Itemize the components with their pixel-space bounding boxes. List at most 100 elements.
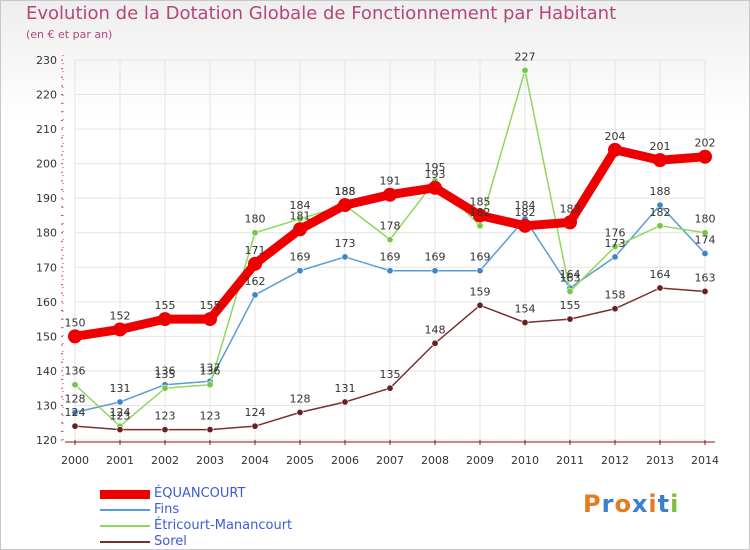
- data-label: 163: [560, 271, 581, 284]
- data-point: [251, 291, 259, 299]
- data-point: [68, 329, 82, 344]
- data-label: 191: [380, 175, 401, 188]
- y-tick-label: 130: [36, 399, 57, 412]
- data-point: [341, 398, 349, 406]
- logo-letter: i: [648, 490, 658, 518]
- data-point: [701, 287, 709, 295]
- x-tick-label: 2006: [331, 454, 359, 467]
- data-point: [161, 426, 169, 434]
- data-label: 202: [695, 137, 716, 150]
- x-tick-label: 2009: [466, 454, 494, 467]
- data-label: 169: [380, 251, 401, 264]
- data-point: [158, 312, 172, 327]
- data-point: [521, 66, 529, 74]
- data-point: [431, 339, 439, 347]
- data-point: [116, 426, 124, 434]
- data-label: 169: [470, 251, 491, 264]
- data-point: [608, 142, 622, 157]
- data-point: [698, 149, 712, 164]
- data-point: [296, 408, 304, 416]
- y-tick-label: 150: [36, 330, 57, 343]
- data-point: [431, 267, 439, 275]
- y-tick-label: 170: [36, 261, 57, 274]
- logo-letter: i: [670, 490, 680, 518]
- data-label: 131: [110, 382, 131, 395]
- data-point: [116, 398, 124, 406]
- logo-letter: x: [631, 490, 649, 518]
- data-label: 124: [245, 406, 266, 419]
- data-label: 181: [290, 209, 311, 222]
- data-label: 182: [515, 206, 536, 219]
- data-point: [476, 301, 484, 309]
- data-point: [656, 201, 664, 209]
- data-label: 185: [470, 195, 491, 208]
- data-label: 164: [560, 268, 581, 281]
- data-label: 152: [110, 309, 131, 322]
- data-label: 180: [245, 213, 266, 226]
- data-label: 188: [650, 185, 671, 198]
- data-label: 182: [470, 206, 491, 219]
- data-point: [248, 256, 262, 271]
- proxiti-logo: Proxiti: [583, 490, 679, 518]
- data-point: [386, 384, 394, 392]
- data-label: 174: [695, 233, 716, 246]
- logo-letter: P: [583, 490, 602, 518]
- y-tick-label: 140: [36, 365, 57, 378]
- data-point: [518, 218, 532, 233]
- legend-swatch: [100, 489, 150, 499]
- data-point: [611, 305, 619, 313]
- data-point: [383, 187, 397, 202]
- x-tick-label: 2000: [61, 454, 89, 467]
- data-point: [206, 381, 214, 389]
- logo-letter: t: [657, 490, 671, 518]
- data-label: 123: [200, 410, 221, 423]
- data-point: [563, 215, 577, 230]
- data-label: 150: [65, 316, 86, 329]
- x-tick-label: 2007: [376, 454, 404, 467]
- data-label: 124: [110, 406, 131, 419]
- x-tick-label: 2005: [286, 454, 314, 467]
- data-point: [296, 215, 304, 223]
- x-tick-label: 2003: [196, 454, 224, 467]
- logo-letter: o: [614, 490, 632, 518]
- y-tick-label: 160: [36, 296, 57, 309]
- legend-label: ÉQUANCOURT: [154, 486, 246, 501]
- data-label: 128: [290, 392, 311, 405]
- legend-swatch: [100, 525, 150, 527]
- data-label: 201: [650, 140, 671, 153]
- data-point: [341, 253, 349, 261]
- data-label: 155: [200, 299, 221, 312]
- axes: 120 130 140 150 160 170 180 190 200 210 220 230 2000…: [36, 54, 719, 467]
- legend-label: Sorel: [154, 534, 187, 549]
- data-label: 162: [245, 275, 266, 288]
- data-label: 173: [335, 237, 356, 250]
- x-tick-label: 2004: [241, 454, 269, 467]
- data-label: 183: [560, 202, 581, 215]
- y-tick-label: 180: [36, 227, 57, 240]
- data-label: 180: [695, 213, 716, 226]
- data-label: 137: [200, 361, 221, 374]
- data-label: 163: [695, 271, 716, 284]
- data-point: [701, 249, 709, 257]
- legend-label: Fins: [154, 502, 180, 517]
- data-label: 193: [425, 168, 446, 181]
- data-point: [656, 222, 664, 230]
- chart-subtitle: (en € et par an): [26, 28, 113, 41]
- y-tick-label: 210: [36, 123, 57, 136]
- y-tick-label: 230: [36, 54, 57, 67]
- data-point: [71, 422, 79, 430]
- data-label: 176: [605, 227, 626, 240]
- data-label: 195: [425, 161, 446, 174]
- data-label: 135: [155, 368, 176, 381]
- data-label: 155: [155, 299, 176, 312]
- data-label: 123: [155, 410, 176, 423]
- data-point: [521, 319, 529, 327]
- data-label: 204: [605, 130, 626, 143]
- data-point: [293, 222, 307, 237]
- data-point: [161, 384, 169, 392]
- data-label: 158: [605, 289, 626, 302]
- data-point: [386, 267, 394, 275]
- legend-swatch: [100, 541, 150, 543]
- data-label: 136: [155, 365, 176, 378]
